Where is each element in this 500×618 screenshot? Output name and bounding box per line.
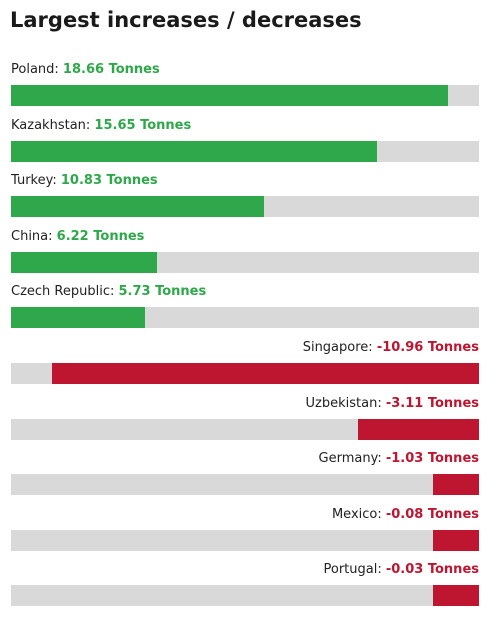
bar-track — [11, 307, 479, 329]
bar-track — [11, 196, 479, 218]
bar-track — [11, 418, 479, 440]
country-name: Turkey: — [11, 173, 61, 189]
country-name: Kazakhstan: — [11, 117, 95, 133]
bar-fill-portugal — [433, 585, 479, 607]
bar-fill-poland — [11, 85, 448, 106]
chart-title: Largest increases / decreases — [10, 8, 362, 32]
bar-track — [11, 140, 479, 162]
country-name: Czech Republic: — [11, 284, 119, 300]
bar-fill-mexico — [433, 529, 479, 551]
bar-value-label: -0.03 Tonnes — [385, 562, 479, 578]
bar-fill-china — [11, 251, 157, 273]
country-name: Portugal: — [323, 562, 386, 578]
country-name: Mexico: — [331, 506, 386, 522]
bar-value-label: 10.83 Tonnes — [60, 173, 158, 189]
bar-label: Singapore: -10.96 Tonnes — [303, 340, 479, 356]
country-name: Germany: — [318, 451, 386, 467]
bar-label: Germany: -1.03 Tonnes — [319, 451, 479, 467]
bar-label: Mexico: -0.08 Tonnes — [332, 507, 479, 523]
country-name: Poland: — [11, 62, 63, 77]
bar-row-kazakhstan: Kazakhstan: 15.65 Tonnes — [11, 118, 479, 162]
bar-row-germany: Germany: -1.03 Tonnes — [11, 451, 479, 496]
bar-row-poland: Poland: 18.66 Tonnes — [11, 62, 479, 106]
country-name: Singapore: — [302, 340, 377, 355]
bar-fill-uzbekistan — [357, 418, 479, 440]
bar-track — [11, 585, 479, 607]
country-name: Uzbekistan: — [305, 395, 386, 411]
bar-row-china: China: 6.22 Tonnes — [11, 229, 479, 273]
bar-label: Poland: 18.66 Tonnes — [11, 62, 160, 78]
bar-label: Kazakhstan: 15.65 Tonnes — [11, 118, 191, 134]
bar-fill-czech-republic — [11, 307, 146, 329]
bar-label: Portugal: -0.03 Tonnes — [324, 562, 480, 578]
bar-value-label: 18.66 Tonnes — [62, 62, 160, 77]
bar-track — [11, 529, 479, 551]
bar-row-turkey: Turkey: 10.83 Tonnes — [11, 173, 479, 218]
bar-track — [11, 85, 479, 106]
bar-label: Czech Republic: 5.73 Tonnes — [11, 284, 206, 300]
bar-row-uzbekistan: Uzbekistan: -3.11 Tonnes — [11, 396, 479, 440]
bar-value-label: -0.08 Tonnes — [385, 506, 479, 522]
bar-row-czech-republic: Czech Republic: 5.73 Tonnes — [11, 284, 479, 329]
bar-track — [11, 363, 479, 384]
bar-row-singapore: Singapore: -10.96 Tonnes — [11, 340, 479, 384]
bar-track — [11, 474, 479, 496]
bar-row-portugal: Portugal: -0.03 Tonnes — [11, 562, 480, 607]
bar-label: Turkey: 10.83 Tonnes — [11, 173, 158, 189]
bar-value-label: 5.73 Tonnes — [118, 284, 207, 300]
bar-fill-turkey — [11, 196, 265, 218]
bar-row-mexico: Mexico: -0.08 Tonnes — [11, 507, 479, 551]
bar-fill-singapore — [51, 363, 479, 384]
bar-label: China: 6.22 Tonnes — [11, 229, 144, 245]
bar-value-label: 15.65 Tonnes — [94, 117, 192, 133]
bar-fill-kazakhstan — [11, 140, 378, 162]
country-name: China: — [11, 228, 57, 244]
bar-value-label: -1.03 Tonnes — [385, 451, 479, 467]
bar-value-label: -10.96 Tonnes — [376, 340, 479, 355]
bar-track — [11, 251, 479, 273]
bar-value-label: 6.22 Tonnes — [56, 228, 145, 244]
bar-fill-germany — [433, 474, 479, 496]
bar-label: Uzbekistan: -3.11 Tonnes — [306, 396, 479, 412]
bar-value-label: -3.11 Tonnes — [385, 395, 479, 411]
